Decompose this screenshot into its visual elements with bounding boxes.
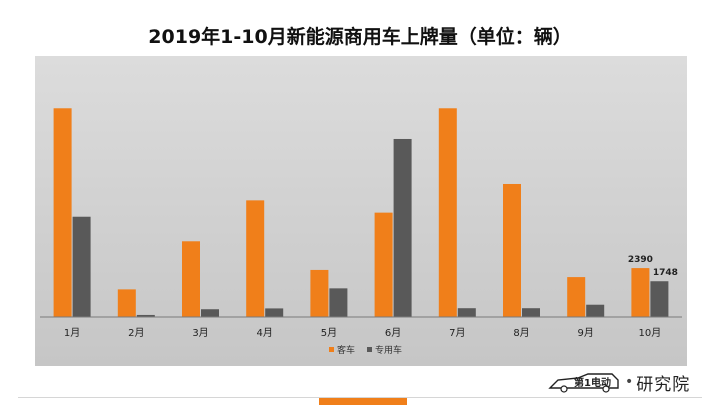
x-tick-label: 1月 <box>64 327 80 339</box>
bar-special-5 <box>329 288 348 317</box>
bar-special-1 <box>72 216 91 317</box>
bar-special-4 <box>265 308 284 317</box>
bar-bus-1 <box>53 108 72 318</box>
legend-swatch-bus <box>329 347 334 352</box>
x-tick-label: 4月 <box>257 327 273 339</box>
bar-bus-2 <box>117 289 136 317</box>
legend-label: 专用车 <box>375 344 402 356</box>
bar-bus-7 <box>438 108 457 318</box>
bar-special-8 <box>522 308 540 317</box>
bar-bus-9 <box>567 277 586 317</box>
x-tick-label: 9月 <box>578 327 594 339</box>
bar-special-6 <box>393 138 412 317</box>
legend-swatch-special <box>367 347 372 352</box>
x-tick-label: 2月 <box>128 327 144 339</box>
bar-special-7 <box>457 308 476 317</box>
car-logo-icon: 第1电动 <box>548 373 619 393</box>
x-tick-label: 6月 <box>385 327 401 339</box>
brand-logo: 第1电动 • 研究院 <box>548 370 691 395</box>
bar-bus-4 <box>246 200 265 317</box>
bar-special-3 <box>201 309 219 317</box>
bar-bus-8 <box>503 183 521 317</box>
bar-bus-10 <box>631 268 650 317</box>
footer-divider <box>18 397 702 398</box>
bar-special-10 <box>650 281 669 317</box>
chart-panel: 1月 2月 3月 4月 5月 6月 7月 8月 9月 10月 2390 1748 客车 专用车 <box>35 56 687 366</box>
data-label: 1748 <box>653 268 678 278</box>
legend-label: 客车 <box>337 344 355 356</box>
bar-special-2 <box>136 314 155 317</box>
x-tick-label: 5月 <box>321 327 337 339</box>
chart-title: 2019年1-10月新能源商用车上牌量（单位：辆） <box>148 26 572 48</box>
x-tick-label: 7月 <box>449 327 465 339</box>
logo-separator: • <box>625 374 634 390</box>
footer-accent-bar <box>319 398 407 405</box>
logo-brand-text: 第1电动 <box>574 376 611 389</box>
bar-bus-6 <box>374 212 393 317</box>
bar-special-9 <box>586 304 605 317</box>
bar-bus-3 <box>182 241 200 317</box>
x-tick-label: 8月 <box>513 327 529 339</box>
x-tick-label: 3月 <box>192 327 208 339</box>
logo-text: 研究院 <box>636 374 691 395</box>
data-label: 2390 <box>628 255 653 265</box>
x-tick-label: 10月 <box>639 327 662 339</box>
bar-bus-5 <box>310 269 329 317</box>
